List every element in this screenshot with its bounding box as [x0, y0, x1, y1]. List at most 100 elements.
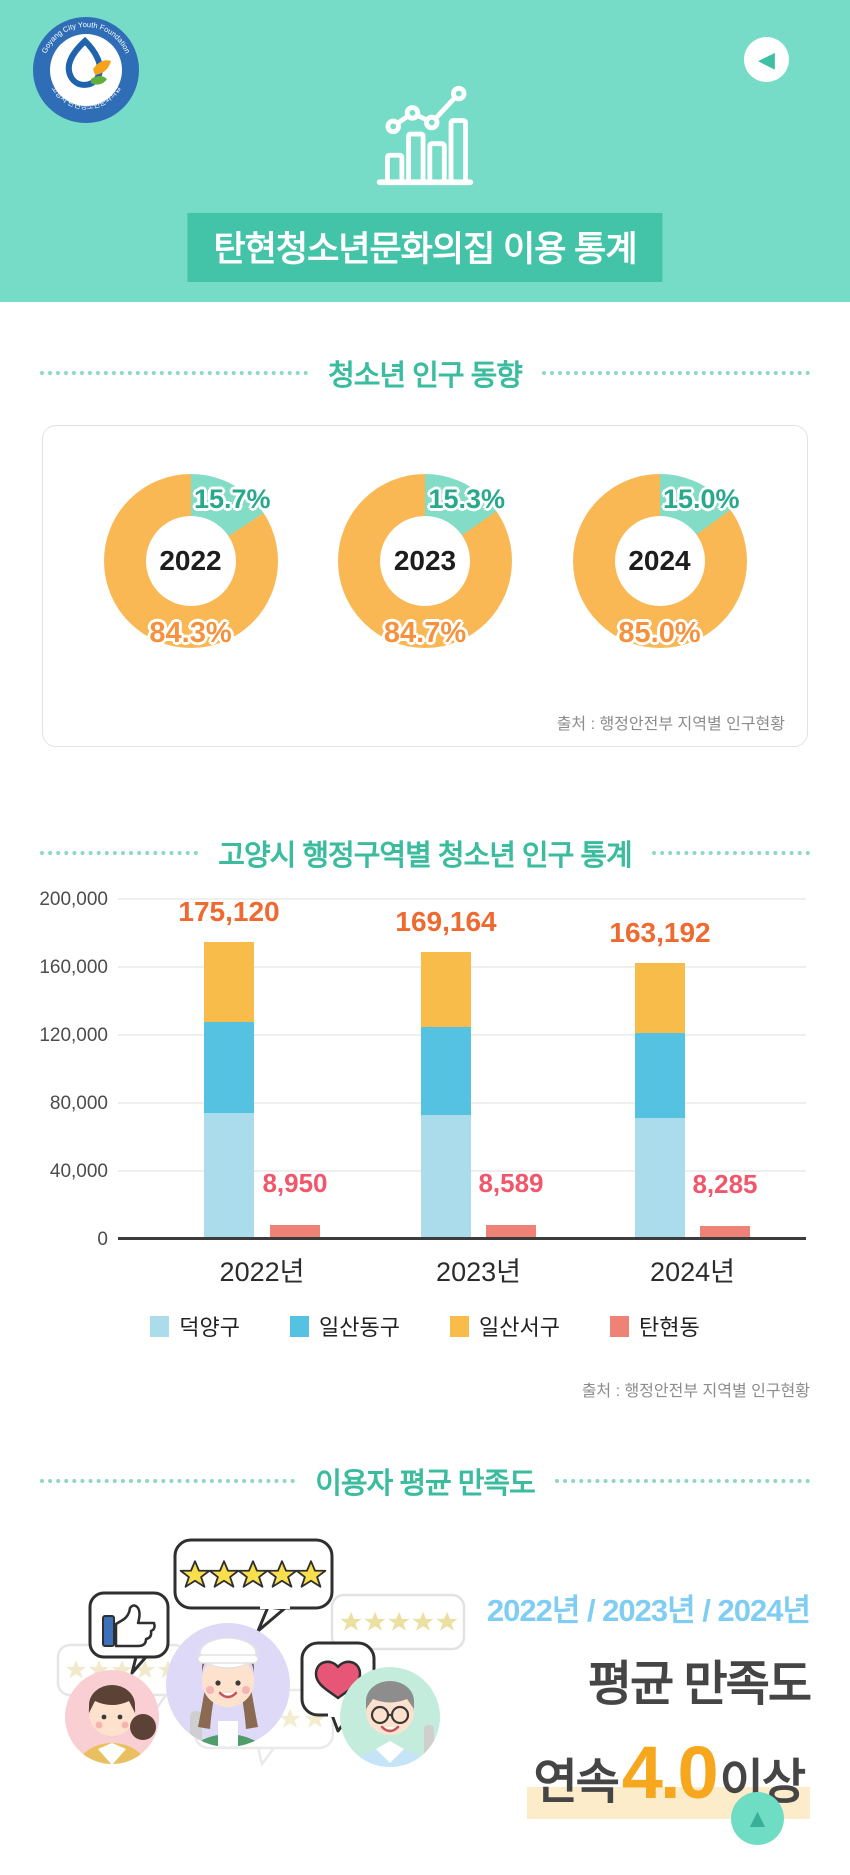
star-icon: [237, 1560, 269, 1588]
bar-탄현동: [486, 1225, 536, 1240]
star-icon: [179, 1560, 211, 1588]
x-axis-label: 2022년: [219, 1257, 305, 1287]
donut-youth-percent: 15.7%: [193, 484, 271, 514]
y-tick-label: 200,000: [39, 889, 108, 910]
gridline: [118, 898, 806, 900]
satisfaction-content: 2022년 / 2023년 / 2024년 평균 만족도 연속4.0이상: [40, 1515, 812, 1850]
legend-item-덕양구: 덕양구: [150, 1310, 240, 1342]
legend-swatch: [450, 1315, 469, 1337]
dotted-divider: [651, 851, 810, 855]
score-prefix: 연속: [533, 1756, 619, 1809]
star-icon: [295, 1560, 327, 1588]
satisfaction-section-title: 이용자 평균 만족도: [315, 1468, 536, 1500]
donut-other-percent: 84.7%: [383, 617, 467, 649]
satisfaction-years: 2022년 / 2023년 / 2024년: [486, 1593, 811, 1628]
x-axis-baseline: [118, 1237, 806, 1240]
donut-row: 15.7% 2022 84.3% 15.3% 2023 84.7% 15.0% 2024 85.…: [43, 474, 807, 649]
legend-label: 일산동구: [319, 1315, 400, 1340]
y-tick-label: 40,000: [49, 1161, 108, 1182]
bar-segment-덕양구: [204, 1112, 254, 1240]
donut-chart: 15.0% 2024 85.0%: [572, 474, 747, 649]
thumbs-up-icon: [102, 1604, 156, 1648]
back-icon: ◀: [758, 46, 775, 72]
bar-segment-일산서구: [421, 952, 471, 1027]
thumbs-up-bubble: [88, 1591, 170, 1675]
bar-segment-덕양구: [635, 1118, 685, 1240]
population-section-header: 청소년 인구 동향: [40, 352, 810, 394]
scroll-to-top-button[interactable]: ▲: [731, 1792, 784, 1845]
y-tick-label: 80,000: [49, 1093, 108, 1114]
logo-leaf-orange: [93, 60, 111, 75]
five-star-rating: [179, 1560, 327, 1588]
donut-year-label: 2022: [145, 516, 236, 606]
stacked-bar-2023년: [421, 952, 471, 1240]
chart-legend: 덕양구 일산동구 일산서구 탄현동: [40, 1310, 810, 1342]
five-star-bubble: [173, 1538, 334, 1633]
population-source: 출처 : 행정안전부 지역별 인구현황: [556, 716, 785, 733]
donut-year-label: 2023: [380, 516, 470, 606]
legend-label: 덕양구: [179, 1315, 241, 1340]
bar-segment-일산서구: [635, 962, 685, 1034]
population-card: 15.7% 2022 84.3% 15.3% 2023 84.7% 15.0% 2024 85.…: [42, 425, 808, 747]
bar-segment-일산서구: [204, 942, 254, 1023]
donut-youth-percent: 15.3%: [428, 484, 506, 514]
tanhyeon-value-label: 8,285: [692, 1168, 758, 1199]
donut-year-label: 2024: [614, 516, 705, 606]
donut-youth-percent: 15.0%: [662, 484, 740, 514]
x-axis-label: 2024년: [650, 1257, 735, 1287]
dotted-divider: [40, 371, 309, 375]
district-section-header: 고양시 행정구역별 청소년 인구 통계: [40, 832, 810, 874]
population-section-title: 청소년 인구 동향: [328, 360, 523, 392]
bar-segment-덕양구: [421, 1115, 471, 1240]
avatar-boy: [340, 1667, 440, 1767]
dotted-divider: [554, 1479, 810, 1483]
donut-chart: 15.7% 2022 84.3%: [103, 474, 278, 649]
donut-other-percent: 85.0%: [618, 617, 701, 649]
bar-segment-일산동구: [421, 1026, 471, 1116]
dotted-divider: [40, 851, 199, 855]
header: Goyang City Youth Foundation 고양시 탄현청소년문화…: [0, 0, 850, 302]
legend-label: 탄현동: [638, 1315, 700, 1340]
avatar-girl: [65, 1670, 159, 1764]
total-value-label: 175,120: [178, 896, 280, 928]
donut-other-percent: 84.3%: [149, 617, 232, 649]
back-button[interactable]: ◀: [744, 37, 789, 82]
score-value: 4.0: [621, 1731, 719, 1814]
y-tick-label: 120,000: [39, 1025, 108, 1046]
donut-chart: 15.3% 2023 84.7%: [338, 474, 512, 649]
logo-drop-icon: [65, 36, 103, 88]
x-axis-label: 2023년: [436, 1257, 521, 1287]
foundation-logo: Goyang City Youth Foundation 고양시 탄현청소년문화…: [33, 17, 139, 123]
chart-growth-icon: [376, 85, 474, 186]
legend-item-일산서구: 일산서구: [450, 1310, 560, 1342]
stacked-bar-2024년: [635, 962, 685, 1240]
dotted-divider: [40, 1479, 296, 1483]
bar-탄현동: [700, 1225, 750, 1240]
satisfaction-section-header: 이용자 평균 만족도: [40, 1460, 810, 1502]
dotted-divider: [541, 371, 810, 375]
logo-leaf-green: [91, 76, 107, 85]
x-axis-labels: 2022년 2023년 2024년: [118, 1250, 806, 1287]
y-tick-label: 160,000: [39, 957, 108, 978]
satisfaction-illustration: [56, 1538, 466, 1767]
y-tick-label: 0: [97, 1229, 108, 1250]
legend-swatch: [609, 1315, 629, 1337]
legend-swatch: [290, 1315, 310, 1337]
star-icon: [208, 1560, 240, 1588]
page-title: 탄현청소년문화의집 이용 통계: [187, 213, 663, 282]
tanhyeon-value-label: 8,950: [262, 1167, 328, 1198]
district-bar-chart: 200,000 160,000 120,000 80,000 40,000 0 175,12…: [39, 889, 810, 1400]
legend-item-탄현동: 탄현동: [609, 1310, 700, 1342]
satisfaction-text-block: 2022년 / 2023년 / 2024년 평균 만족도 연속4.0이상: [486, 1585, 812, 1819]
legend-label: 일산서구: [479, 1315, 560, 1340]
star-icon: [266, 1560, 298, 1588]
stacked-bar-2022년: [204, 942, 254, 1240]
district-section-title: 고양시 행정구역별 청소년 인구 통계: [218, 840, 632, 872]
district-source: 출처 : 행정안전부 지역별 인구현황: [581, 1383, 810, 1400]
bar-plot: 200,000 160,000 120,000 80,000 40,000 0 175,12…: [39, 889, 806, 1250]
total-value-label: 163,192: [609, 916, 711, 948]
bar-탄현동: [270, 1224, 320, 1240]
bar-segment-일산동구: [204, 1022, 254, 1113]
total-value-label: 169,164: [395, 906, 497, 938]
